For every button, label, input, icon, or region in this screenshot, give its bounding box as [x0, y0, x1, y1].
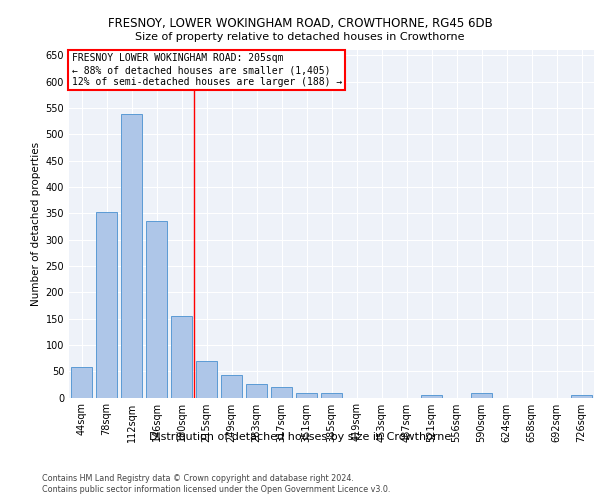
Bar	[171, 316, 192, 398]
Text: Contains public sector information licensed under the Open Government Licence v3: Contains public sector information licen…	[42, 485, 391, 494]
Bar	[96, 212, 117, 398]
Text: FRESNOY LOWER WOKINGHAM ROAD: 205sqm
← 88% of detached houses are smaller (1,405: FRESNOY LOWER WOKINGHAM ROAD: 205sqm ← 8…	[71, 54, 342, 86]
Bar	[71, 367, 92, 398]
Text: FRESNOY, LOWER WOKINGHAM ROAD, CROWTHORNE, RG45 6DB: FRESNOY, LOWER WOKINGHAM ROAD, CROWTHORN…	[107, 18, 493, 30]
Bar	[571, 395, 592, 398]
Bar	[271, 388, 292, 398]
Bar	[246, 384, 267, 398]
Bar	[196, 360, 217, 398]
Bar	[221, 375, 242, 398]
Bar	[146, 220, 167, 398]
Bar	[421, 395, 442, 398]
Text: Size of property relative to detached houses in Crowthorne: Size of property relative to detached ho…	[135, 32, 465, 42]
Bar	[471, 394, 492, 398]
Text: Contains HM Land Registry data © Crown copyright and database right 2024.: Contains HM Land Registry data © Crown c…	[42, 474, 354, 483]
Bar	[121, 114, 142, 398]
Bar	[296, 394, 317, 398]
Text: Distribution of detached houses by size in Crowthorne: Distribution of detached houses by size …	[149, 432, 451, 442]
Bar	[321, 394, 342, 398]
Y-axis label: Number of detached properties: Number of detached properties	[31, 142, 41, 306]
